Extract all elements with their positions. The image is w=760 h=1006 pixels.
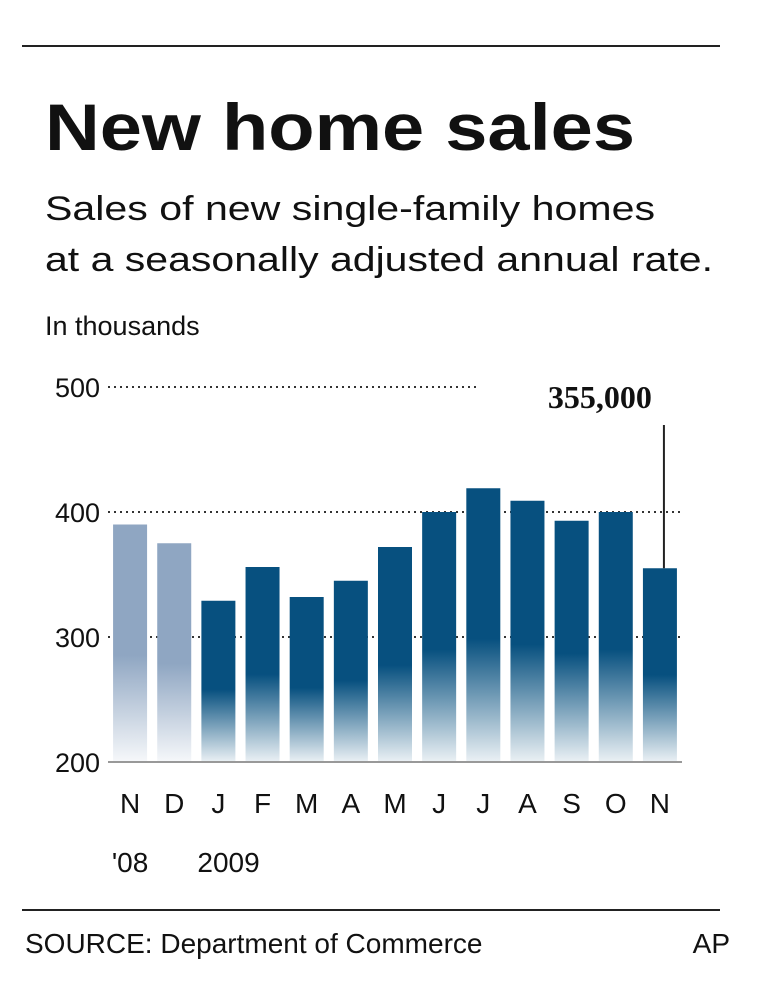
bar <box>289 597 324 762</box>
y-tick-label: 400 <box>55 498 100 528</box>
bar <box>642 568 677 762</box>
value-label: 355,000 <box>548 379 652 415</box>
x-tick-label: D <box>164 788 184 819</box>
x-tick-label: J <box>432 788 446 819</box>
chart-title: New home sales <box>45 90 635 164</box>
bar <box>113 524 148 762</box>
x-tick-label: S <box>562 788 581 819</box>
year-label: '08 <box>112 847 149 878</box>
y-tick-label: 300 <box>55 623 100 653</box>
bar <box>554 520 589 762</box>
credit: AP <box>693 928 730 959</box>
bar <box>333 580 368 762</box>
bar <box>466 488 501 762</box>
x-tick-label: F <box>254 788 271 819</box>
bar <box>378 547 412 762</box>
x-tick-label: A <box>342 788 361 819</box>
x-tick-label: N <box>120 788 140 819</box>
bar <box>157 543 192 762</box>
x-tick-label: J <box>211 788 225 819</box>
x-tick-label: M <box>295 788 318 819</box>
source: SOURCE: Department of Commerce <box>25 928 482 959</box>
bar <box>201 600 236 762</box>
bar <box>245 567 280 762</box>
subtitle: at a seasonally adjusted annual rate. <box>45 241 713 279</box>
y-tick-label: 200 <box>55 748 100 778</box>
x-tick-label: N <box>650 788 670 819</box>
bar <box>510 500 545 762</box>
subtitle: Sales of new single-family homes <box>45 190 655 228</box>
x-tick-label: O <box>605 788 627 819</box>
bar <box>598 512 633 762</box>
y-tick-label: 500 <box>55 373 100 403</box>
x-tick-label: J <box>476 788 490 819</box>
x-tick-label: M <box>383 788 406 819</box>
bar <box>422 512 457 762</box>
y-axis-label: In thousands <box>45 311 200 341</box>
year-label: 2009 <box>197 847 259 878</box>
x-tick-label: A <box>518 788 537 819</box>
